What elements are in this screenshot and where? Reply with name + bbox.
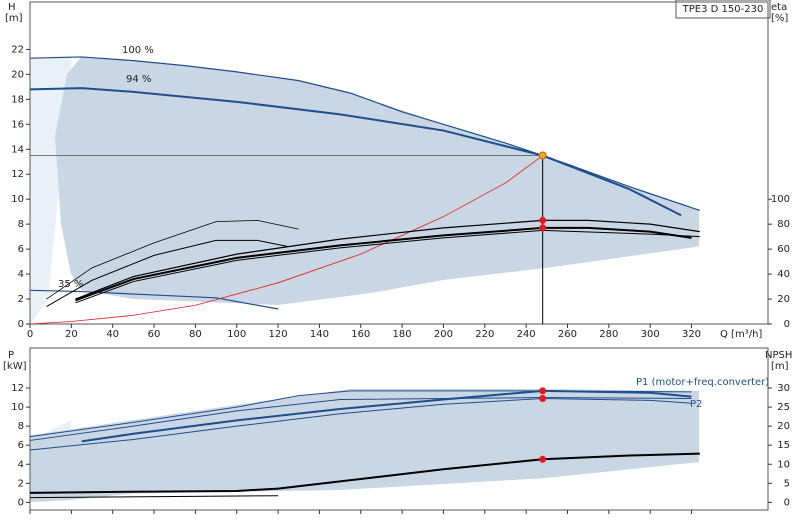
annotation: 35 % [58,279,83,290]
y-tick-label: 0 [18,497,24,508]
curve [29,398,692,451]
chart-title: TPE3 D 150-230 [682,4,764,15]
curve [75,219,700,300]
y-tick-label: 10 [11,194,24,205]
y-tick-label: 2 [18,294,24,305]
x-tick-label: 140 [310,329,329,340]
y2-tick-label: 0 [784,319,790,330]
y-tick-label: 12 [11,383,24,394]
y-tick-label: 8 [18,421,24,432]
y2-tick-label: 10 [777,459,790,470]
y-tick-label: 6 [18,244,24,255]
annotation: 100 % [122,45,154,56]
y-tick-label: 2 [18,478,24,489]
curve [29,87,682,217]
plot-frame [29,1,769,325]
plot-frame [29,347,769,511]
x-tick-label: 240 [517,329,536,340]
y-label: H [8,2,16,13]
curve [81,389,692,443]
x-tick-label: 200 [434,329,453,340]
curve [75,229,700,304]
x-tick-label: 60 [148,329,161,340]
x-tick-label: 0 [27,329,33,340]
y-unit: [m] [5,13,23,24]
y-tick-label: 4 [18,459,24,470]
y2-tick-label: 100 [771,194,790,205]
y2-label: eta [771,2,787,13]
y2-tick-label: 30 [777,383,790,394]
x-tick-label: 120 [269,329,288,340]
x-tick-label: 300 [641,329,660,340]
x-tick-label: 280 [599,329,618,340]
x-tick-label: 160 [351,329,370,340]
curve [29,495,279,499]
y2-tick-label: 20 [777,294,790,305]
operating-point [539,395,547,403]
y-tick-label: 22 [11,44,24,55]
x-label: Q [m³/h] [720,329,762,340]
y-tick-label: 10 [11,402,24,413]
y2-tick-label: 20 [777,421,790,432]
operating-point [539,455,547,463]
curve [46,239,289,307]
y-tick-label: 20 [11,69,24,80]
curve [29,155,543,325]
y-unit: [kW] [3,361,27,372]
curve [75,226,692,302]
y2-tick-label: 25 [777,402,790,413]
title-box [675,0,771,19]
y-label: P [8,350,14,361]
y2-label: NPSH [765,350,792,361]
x-tick-label: 20 [65,329,78,340]
y2-unit: [m] [771,361,789,372]
x-tick-label: 100 [227,329,246,340]
curve [29,452,700,494]
curve [29,397,692,441]
x-tick-label: 320 [682,329,701,340]
curve [46,220,299,300]
operating-point [539,224,547,232]
y-tick-label: 8 [18,219,24,230]
curve [29,289,279,310]
x-tick-label: 80 [189,329,202,340]
x-tick-label: 180 [393,329,412,340]
operating-area [55,56,699,305]
operating-area [30,389,699,502]
y2-unit: [%] [771,13,788,24]
legend-label: P1 (motor+freq.converter) [636,377,769,388]
x-tick-label: 40 [106,329,119,340]
x-tick-label: 260 [558,329,577,340]
y-tick-label: 4 [18,269,24,280]
annotation: 94 % [126,74,151,85]
operating-point [539,387,547,395]
y2-tick-label: 40 [777,269,790,280]
operating-point [538,151,547,160]
y-tick-label: 14 [11,144,24,155]
y2-tick-label: 60 [777,244,790,255]
y2-tick-label: 0 [784,497,790,508]
y2-tick-label: 15 [777,440,790,451]
y-tick-label: 18 [11,94,24,105]
y2-tick-label: 5 [784,478,790,489]
operating-point [539,216,547,224]
y-tick-label: 6 [18,440,24,451]
x-tick-label: 220 [475,329,494,340]
y-tick-label: 16 [11,119,24,130]
y2-tick-label: 80 [777,219,790,230]
legend-label: P2 [690,399,702,410]
y-tick-label: 12 [11,169,24,180]
y-tick-label: 0 [18,319,24,330]
